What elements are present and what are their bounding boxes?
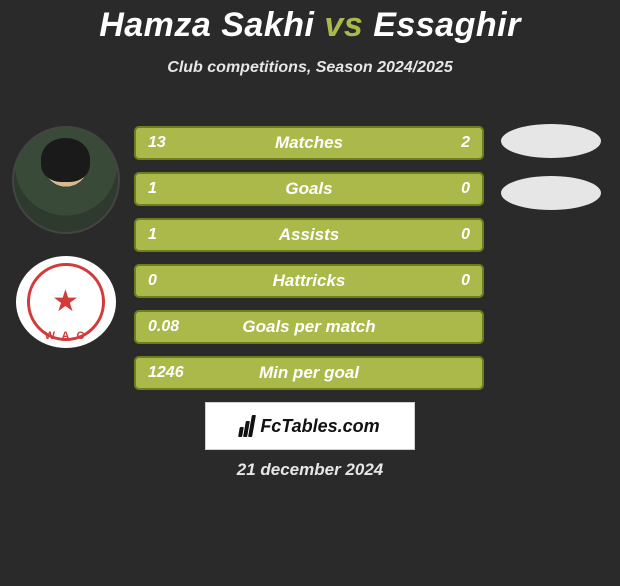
stat-bar: 0.08Goals per match xyxy=(134,310,484,344)
right-column xyxy=(493,124,608,210)
source-label: FcTables.com xyxy=(260,416,379,437)
player2-name: Essaghir xyxy=(373,6,521,44)
stat-label: Hattricks xyxy=(136,271,482,291)
stat-label: Assists xyxy=(136,225,482,245)
player2-silhouette xyxy=(501,124,601,158)
stat-bar: 1Assists0 xyxy=(134,218,484,252)
player1-photo xyxy=(12,126,120,234)
stat-label: Min per goal xyxy=(136,363,482,383)
left-column: ★ W.A.C xyxy=(8,126,123,348)
stat-label: Goals per match xyxy=(136,317,482,337)
player2-silhouette xyxy=(501,176,601,210)
player1-name: Hamza Sakhi xyxy=(99,6,314,44)
stat-label: Goals xyxy=(136,179,482,199)
vs-label: vs xyxy=(324,6,363,44)
comparison-title: Hamza Sakhi vs Essaghir xyxy=(0,6,620,45)
stat-bar: 1Goals0 xyxy=(134,172,484,206)
footer-date: 21 december 2024 xyxy=(0,460,620,480)
stat-bar: 0Hattricks0 xyxy=(134,264,484,298)
stat-label: Matches xyxy=(136,133,482,153)
player1-club-logo: ★ W.A.C xyxy=(16,256,116,348)
source-badge: FcTables.com xyxy=(205,402,415,450)
stat-bar: 13Matches2 xyxy=(134,126,484,160)
subtitle: Club competitions, Season 2024/2025 xyxy=(0,59,620,77)
club-logo-star-icon: ★ xyxy=(52,287,79,317)
bars-icon xyxy=(238,415,256,437)
club-logo-initials: W.A.C xyxy=(45,330,87,342)
stat-bar: 1246Min per goal xyxy=(134,356,484,390)
stat-bars: 13Matches2 1Goals0 1Assists0 0Hattricks0 0.0… xyxy=(134,126,484,390)
